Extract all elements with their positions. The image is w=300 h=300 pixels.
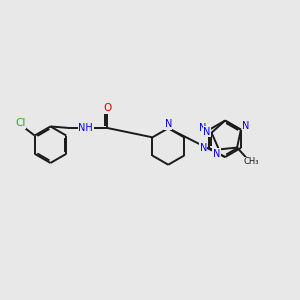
Text: NH: NH: [78, 123, 93, 133]
Text: O: O: [103, 103, 111, 113]
Text: N: N: [203, 127, 211, 137]
Text: CH₃: CH₃: [244, 157, 260, 166]
Text: N: N: [213, 148, 220, 158]
Text: N: N: [200, 143, 207, 153]
Text: N: N: [199, 123, 206, 133]
Text: Cl: Cl: [15, 118, 26, 128]
Text: N: N: [165, 119, 172, 129]
Text: N: N: [242, 121, 249, 131]
